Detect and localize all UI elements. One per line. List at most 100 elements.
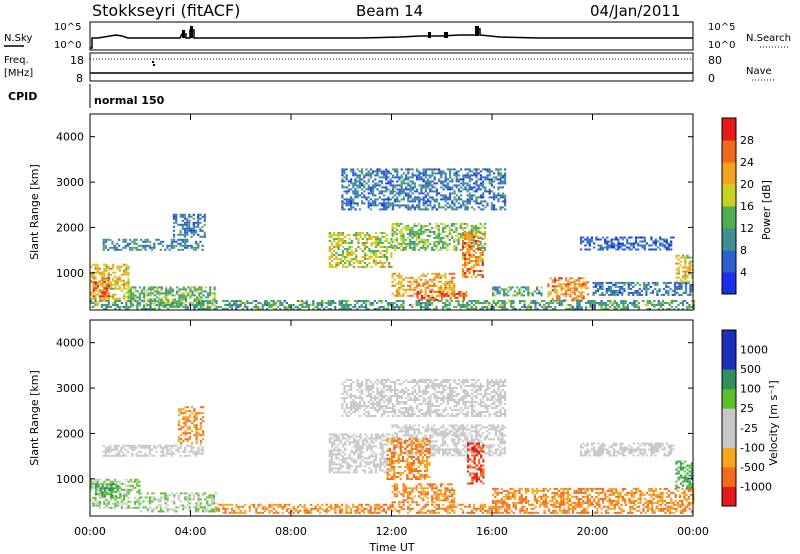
- heatmap-cell: [409, 194, 412, 197]
- heatmap-cell: [411, 276, 414, 279]
- heatmap-cell: [381, 433, 384, 436]
- heatmap-cell: [363, 236, 367, 238]
- heatmap-cell: [330, 449, 334, 452]
- heatmap-cell: [378, 208, 381, 211]
- heatmap-cell: [383, 198, 386, 201]
- heatmap-cell: [684, 276, 687, 279]
- heatmap-cell: [190, 498, 193, 501]
- heatmap-cell: [475, 182, 478, 185]
- heatmap-cell: [352, 202, 355, 205]
- heatmap-cell: [621, 285, 624, 288]
- heatmap-cell: [341, 246, 345, 248]
- heatmap-cell: [140, 288, 144, 291]
- heatmap-cell: [627, 293, 630, 296]
- y-tick-label: 4000: [56, 131, 84, 144]
- heatmap-cell: [183, 227, 187, 230]
- heatmap-cell: [379, 437, 382, 440]
- nsearch-tick-bottom: 10^0: [708, 40, 735, 51]
- heatmap-cell: [383, 451, 386, 454]
- heatmap-cell: [107, 277, 111, 280]
- heatmap-cell: [381, 463, 384, 466]
- heatmap-cell: [679, 280, 682, 283]
- heatmap-cell: [346, 266, 349, 268]
- heatmap-cell: [409, 436, 412, 439]
- heatmap-cell: [355, 256, 358, 258]
- heatmap-cell: [666, 308, 669, 310]
- heatmap-cell: [492, 306, 495, 308]
- heatmap-cell: [424, 170, 427, 173]
- heatmap-cell: [333, 447, 336, 450]
- heatmap-cell: [573, 285, 576, 288]
- heatmap-cell: [134, 502, 137, 505]
- heatmap-cell: [616, 293, 619, 296]
- heatmap-cell: [122, 240, 125, 243]
- heatmap-cell: [466, 172, 469, 175]
- heatmap-cell: [599, 293, 602, 296]
- heatmap-cell: [400, 430, 403, 433]
- heatmap-cell: [348, 435, 351, 438]
- heatmap-cell: [446, 178, 449, 181]
- heatmap-cell: [125, 269, 128, 272]
- heatmap-cell: [279, 300, 282, 302]
- heatmap-cell: [466, 270, 469, 272]
- heatmap-cell: [578, 281, 581, 284]
- heatmap-cell: [579, 242, 583, 245]
- heatmap-cell: [624, 300, 627, 302]
- heatmap-cell: [391, 434, 394, 437]
- heatmap-cell: [175, 306, 178, 308]
- heatmap-cell: [162, 300, 166, 303]
- heatmap-cell: [407, 182, 410, 185]
- heatmap-cell: [450, 300, 453, 302]
- heatmap-cell: [461, 234, 465, 236]
- heatmap-cell: [590, 236, 594, 239]
- heatmap-cell: [107, 506, 110, 509]
- heatmap-cell: [499, 304, 502, 306]
- heatmap-cell: [398, 178, 401, 181]
- heatmap-cell: [195, 436, 198, 439]
- heatmap-cell: [235, 304, 238, 306]
- heatmap-cell: [670, 244, 673, 247]
- heatmap-cell: [374, 238, 378, 240]
- heatmap-cell: [359, 236, 362, 238]
- heatmap-cell: [354, 196, 357, 199]
- heatmap-cell: [116, 267, 119, 270]
- heatmap-cell: [391, 426, 394, 429]
- heatmap-cell: [357, 266, 360, 268]
- heatmap-cell: [444, 280, 447, 283]
- heatmap-cell: [420, 208, 423, 211]
- heatmap-cell: [200, 292, 203, 295]
- heatmap-cell: [564, 277, 568, 280]
- heatmap-cell: [518, 292, 521, 295]
- heatmap-cell: [146, 446, 149, 449]
- heatmap-cell: [391, 284, 394, 287]
- heatmap-cell: [184, 246, 187, 249]
- heatmap-cell: [106, 483, 109, 486]
- heatmap-cell: [383, 194, 386, 197]
- heatmap-cell: [411, 182, 414, 185]
- heatmap-cell: [357, 238, 360, 240]
- heatmap-cell: [481, 224, 484, 227]
- heatmap-cell: [156, 300, 159, 303]
- heatmap-cell: [145, 290, 148, 293]
- heatmap-cell: [145, 308, 148, 310]
- heatmap-cell: [622, 300, 625, 302]
- heatmap-cell: [495, 178, 498, 181]
- heatmap-cell: [372, 236, 375, 238]
- heatmap-cell: [337, 447, 340, 450]
- heatmap-cell: [486, 176, 489, 179]
- heatmap-cell: [580, 295, 583, 298]
- cpid-label: CPID: [8, 90, 37, 103]
- heatmap-cell: [178, 288, 181, 291]
- heatmap-cell: [103, 496, 106, 499]
- heatmap-cell: [129, 248, 132, 251]
- heatmap-cell: [120, 273, 123, 276]
- heatmap-cell: [398, 222, 401, 225]
- heatmap-cell: [690, 274, 693, 277]
- heatmap-cell: [571, 291, 574, 294]
- heatmap-cell: [405, 186, 408, 189]
- heatmap-cell: [103, 480, 106, 483]
- heatmap-cell: [197, 308, 200, 310]
- heatmap-cell: [173, 306, 176, 308]
- heatmap-cell: [442, 302, 445, 304]
- heatmap-cell: [341, 194, 344, 197]
